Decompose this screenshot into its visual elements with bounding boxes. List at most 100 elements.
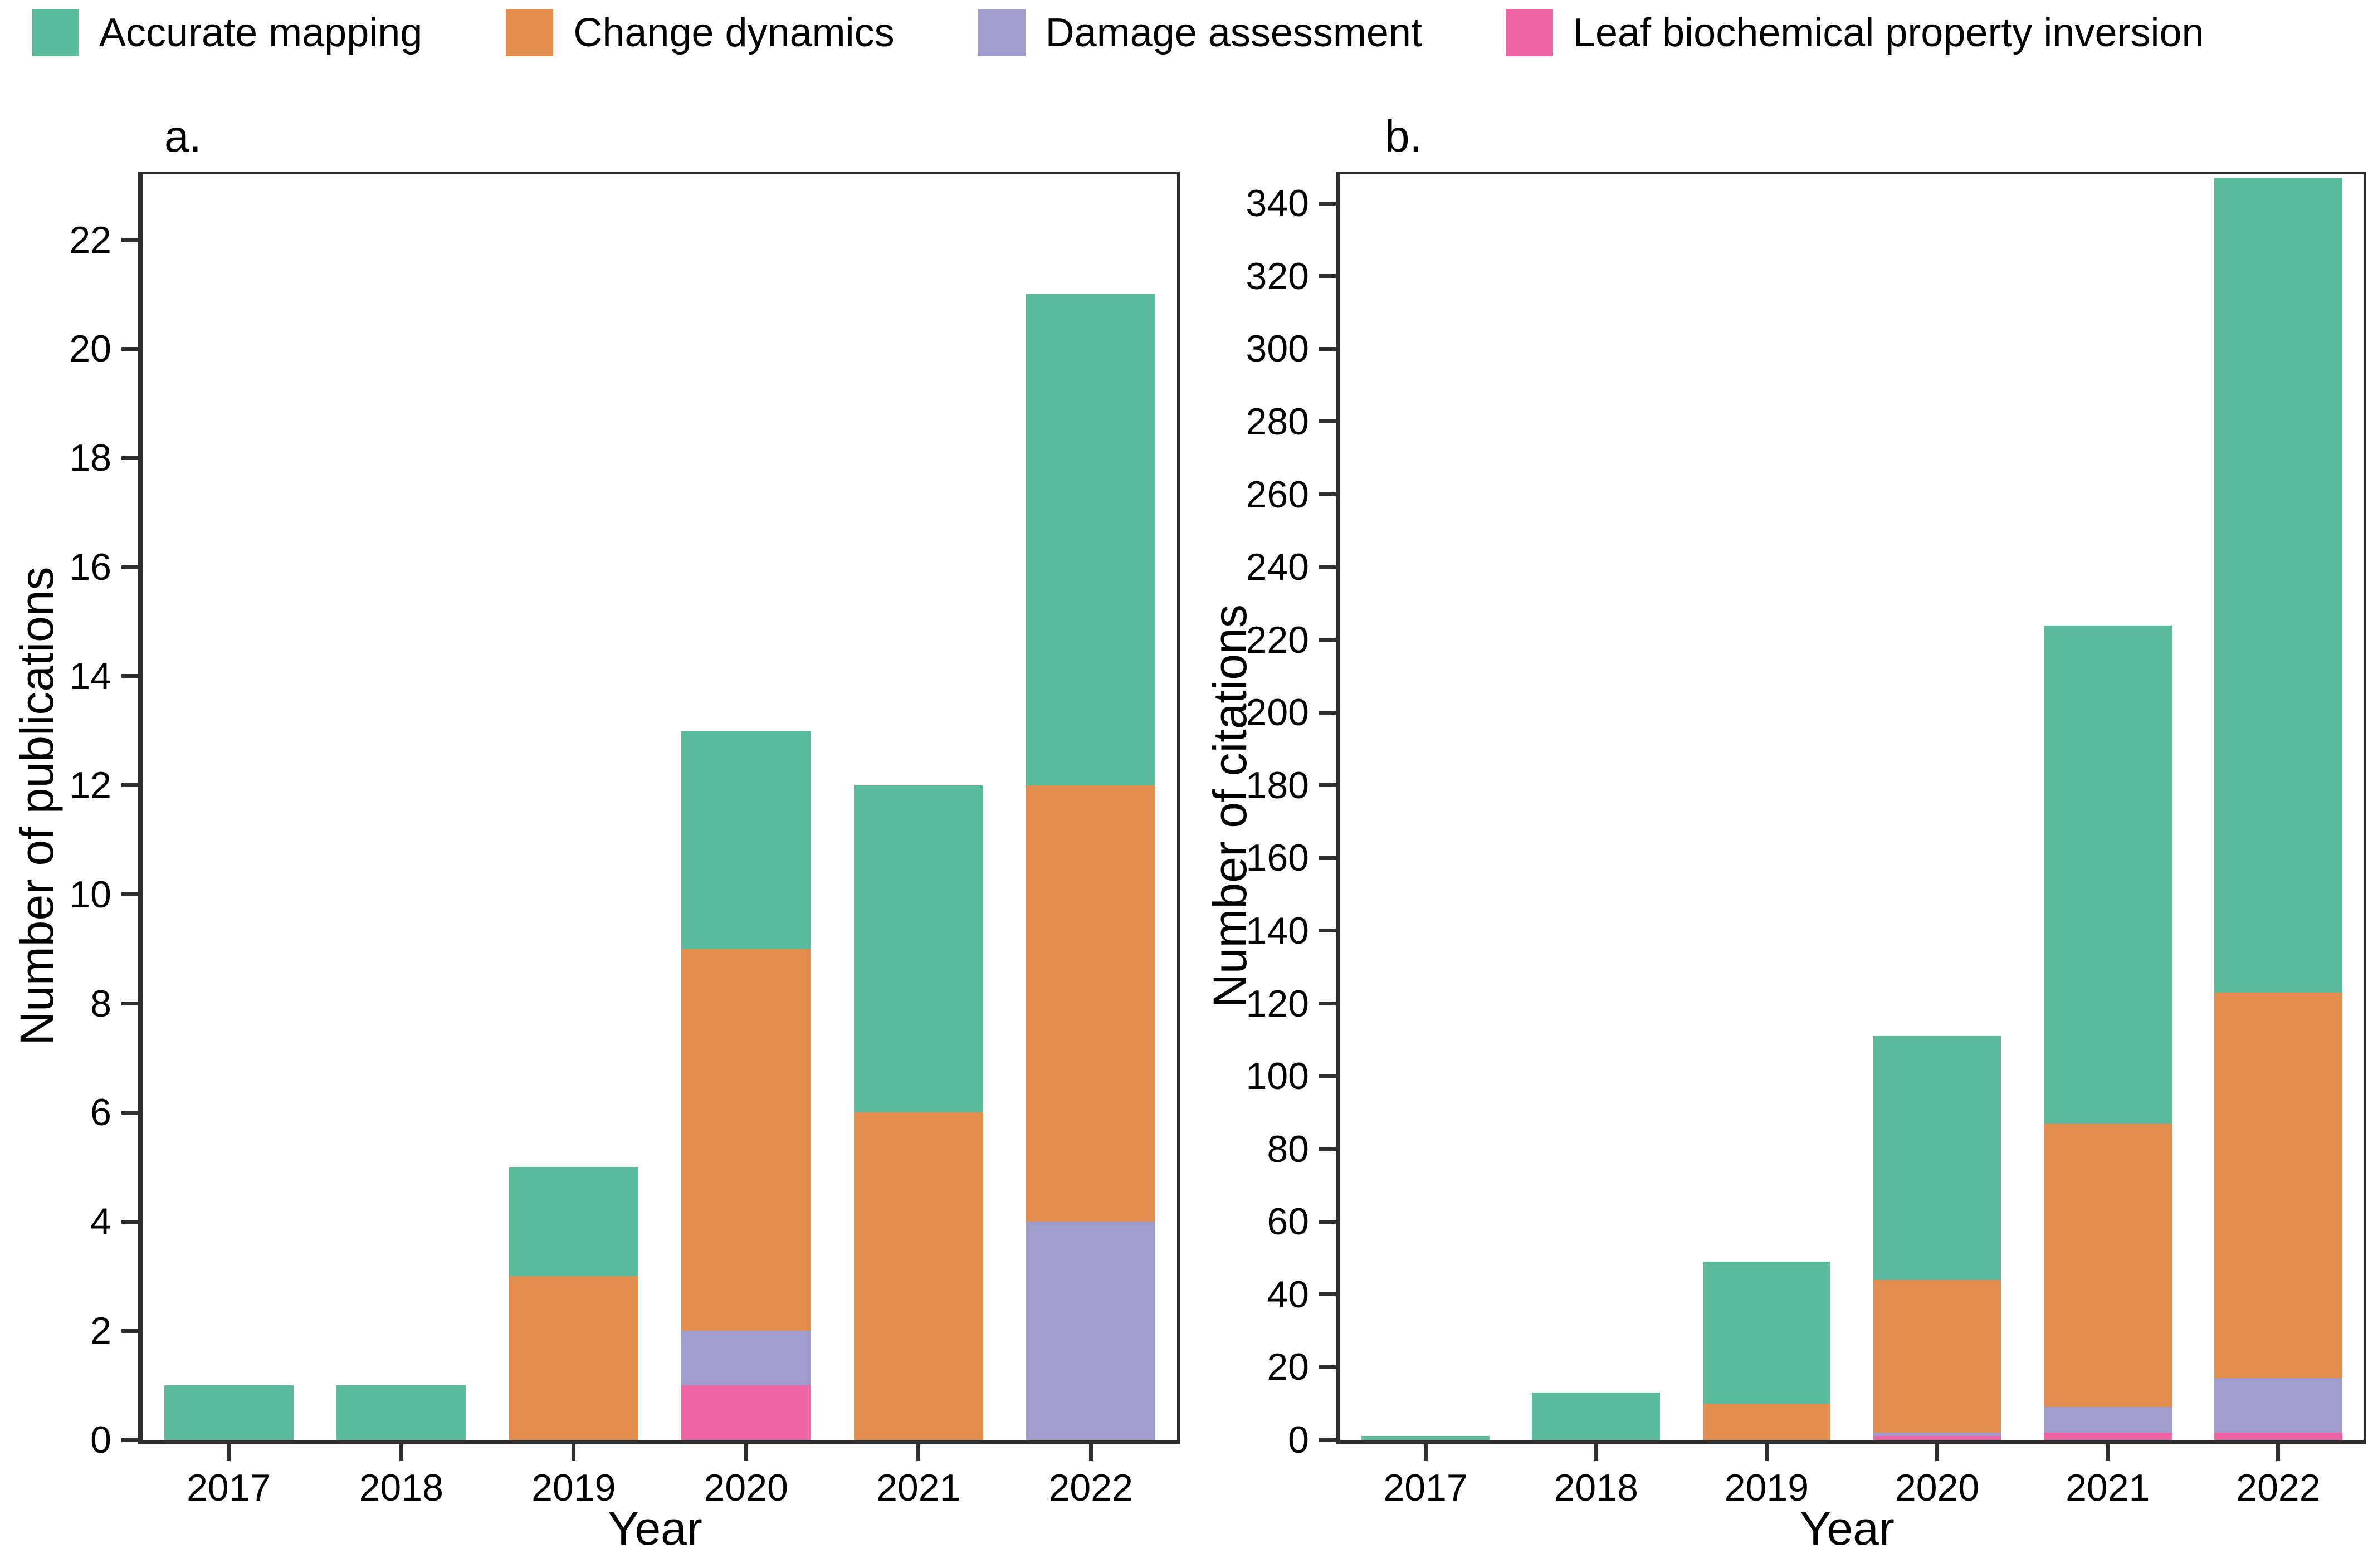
y-axis-tick — [1319, 1147, 1336, 1151]
x-axis-tick-label-2022: 2022 — [2236, 1467, 2321, 1509]
x-axis-tick — [2276, 1444, 2281, 1461]
bar-segment-b-2022 — [2214, 178, 2342, 993]
panel-b-plot: 0 20 40 60 80 100 120 140 160 180 200 220 240 260 280 3… — [1246, 172, 2366, 1507]
legend: Accurate mapping Change dynamics Damage as… — [32, 9, 2204, 56]
x-axis-tick-label-2021: 2021 — [876, 1467, 961, 1509]
bar-segment-b-2020 — [1873, 1432, 2001, 1437]
y-axis-tick — [121, 565, 138, 569]
panel-a-plot: 0 2 4 6 8 10 12 14 16 18 20 22 2017 2018 2019 2020 2021 2… — [69, 172, 1180, 1507]
y-axis-tick-label: 40 — [1267, 1273, 1309, 1316]
y-axis-tick — [1319, 274, 1336, 279]
x-axis-tick — [1935, 1444, 1940, 1461]
y-axis-tick-label: 240 — [1246, 546, 1309, 589]
bar-segment-b-2018 — [1532, 1393, 1661, 1440]
bar-segment-b-2020 — [1873, 1036, 2001, 1280]
legend-swatch-change-dynamics — [506, 9, 554, 56]
x-axis-tick — [1764, 1444, 1769, 1461]
x-axis-tick-label-2020: 2020 — [704, 1467, 788, 1509]
y-axis-tick — [1319, 1219, 1336, 1224]
panel-a-y-axis-title: Number of publications — [11, 566, 63, 1046]
bar-segment-a-2017 — [164, 1385, 294, 1440]
bar-segment-b-2017 — [1361, 1436, 1490, 1440]
y-axis-tick — [1319, 1074, 1336, 1078]
panel-b-label: b. — [1385, 111, 1422, 161]
y-axis-tick — [1319, 929, 1336, 933]
y-axis-tick-label: 10 — [69, 873, 111, 916]
x-axis-tick-label-2019: 2019 — [1724, 1467, 1809, 1509]
y-axis-tick — [1319, 1002, 1336, 1006]
y-axis-tick — [1319, 1365, 1336, 1369]
y-axis-tick-label: 0 — [90, 1419, 111, 1461]
x-axis-tick-label-2018: 2018 — [1554, 1467, 1638, 1509]
y-axis-tick — [121, 238, 138, 242]
bar-segment-b-2021 — [2043, 625, 2172, 1124]
y-axis-tick — [121, 346, 138, 351]
y-axis-tick-label: 6 — [90, 1091, 111, 1134]
y-axis-tick — [121, 1219, 138, 1224]
y-axis-tick — [1319, 783, 1336, 788]
legend-item-damage-assessment: Damage assessment — [978, 9, 1422, 56]
y-axis-tick-label: 12 — [69, 764, 111, 807]
y-axis-tick-label: 18 — [69, 437, 111, 480]
x-axis-tick-label-2021: 2021 — [2066, 1467, 2150, 1509]
x-axis-tick-label-2020: 2020 — [1895, 1467, 1980, 1509]
y-axis-tick-label: 280 — [1246, 400, 1309, 443]
y-axis-tick — [1319, 710, 1336, 715]
bar-segment-a-2021 — [853, 785, 983, 1113]
y-axis-tick-label: 4 — [90, 1200, 111, 1243]
bar-segment-a-2022 — [1026, 785, 1156, 1222]
x-axis-tick — [399, 1444, 403, 1461]
panel-b-x-axis-title: Year — [1800, 1502, 1895, 1555]
x-axis-tick — [1088, 1444, 1093, 1461]
x-axis-tick-label-2017: 2017 — [1383, 1467, 1468, 1509]
bar-segment-b-2022 — [2214, 992, 2342, 1379]
bar-segment-b-2021 — [2043, 1124, 2172, 1408]
legend-swatch-accurate-mapping — [32, 9, 79, 56]
x-axis-tick-label-2017: 2017 — [187, 1467, 271, 1509]
x-axis-tick-label-2019: 2019 — [531, 1467, 616, 1509]
panel-a-x-axis-title: Year — [608, 1502, 702, 1555]
y-axis-tick — [1319, 1292, 1336, 1297]
legend-swatch-damage-assessment — [978, 9, 1026, 56]
y-axis-tick — [1319, 856, 1336, 860]
bar-segment-b-2020 — [1873, 1279, 2001, 1433]
bar-segment-b-2022 — [2214, 1432, 2342, 1440]
y-axis-tick-label: 16 — [69, 546, 111, 589]
y-axis-tick — [121, 1438, 138, 1442]
y-axis-tick — [121, 456, 138, 460]
x-axis-tick — [744, 1444, 748, 1461]
y-axis-tick-label: 20 — [1267, 1346, 1309, 1389]
legend-swatch-leaf-inversion — [1505, 9, 1553, 56]
bar-segment-a-2022 — [1026, 294, 1156, 785]
y-axis-tick — [1319, 1438, 1336, 1442]
bar-segment-a-2020 — [681, 730, 811, 949]
legend-item-change-dynamics: Change dynamics — [506, 9, 895, 56]
bar-segment-a-2018 — [336, 1385, 466, 1440]
y-axis-tick-label: 200 — [1246, 691, 1309, 734]
bar-segment-a-2020 — [681, 1331, 811, 1386]
bar-segment-b-2019 — [1702, 1262, 1831, 1404]
y-axis-tick-label: 80 — [1267, 1127, 1309, 1170]
legend-label: Change dynamics — [573, 10, 895, 55]
y-axis-tick-label: 180 — [1246, 764, 1309, 807]
bar-segment-b-2020 — [1873, 1436, 2001, 1440]
bar-segment-b-2019 — [1702, 1403, 1831, 1440]
x-axis-tick — [1594, 1444, 1598, 1461]
y-axis-tick — [1319, 638, 1336, 642]
x-axis-tick — [2106, 1444, 2110, 1461]
x-axis-tick — [227, 1444, 231, 1461]
bar-segment-b-2021 — [2043, 1407, 2172, 1433]
y-axis-tick-label: 14 — [69, 654, 111, 697]
x-axis-tick — [572, 1444, 576, 1461]
y-axis-tick — [1319, 346, 1336, 351]
y-axis-tick-label: 120 — [1246, 982, 1309, 1025]
x-axis-tick-label-2022: 2022 — [1048, 1467, 1133, 1509]
bar-segment-a-2022 — [1026, 1222, 1156, 1440]
bar-segment-b-2022 — [2214, 1378, 2342, 1433]
x-axis-tick — [916, 1444, 921, 1461]
bar-segment-a-2019 — [509, 1276, 638, 1440]
y-axis-tick — [1319, 492, 1336, 497]
y-axis-tick — [121, 892, 138, 897]
y-axis-tick — [1319, 565, 1336, 569]
y-axis-tick-label: 220 — [1246, 618, 1309, 661]
